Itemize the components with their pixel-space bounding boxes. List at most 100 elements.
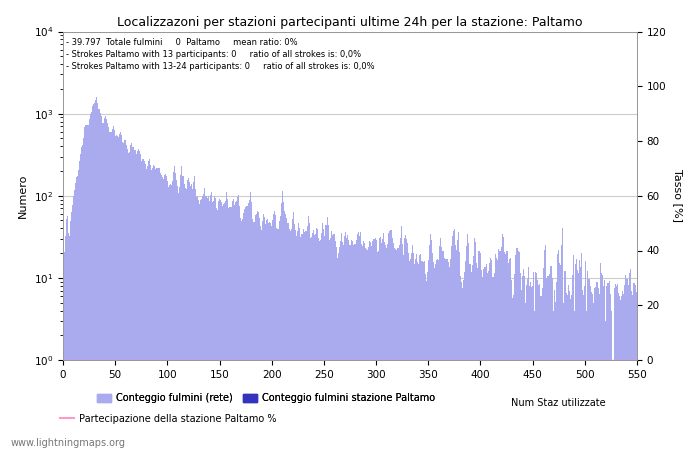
Bar [241,221,242,450]
Bar [510,258,511,450]
Bar [557,254,558,450]
Bar [627,279,628,450]
Bar [634,283,636,450]
Bar [206,198,207,450]
Bar [409,261,410,450]
Bar [533,272,534,450]
Bar [597,282,598,450]
Bar [509,259,510,450]
Bar [334,234,335,450]
Bar [127,149,128,450]
Bar [530,282,531,450]
Bar [258,212,259,450]
Bar [290,231,291,450]
Bar [449,260,451,450]
Bar [216,208,217,450]
Bar [219,198,220,450]
Bar [316,228,317,450]
Bar [459,252,460,450]
Bar [173,172,174,450]
Bar [498,251,500,450]
Bar [318,238,319,450]
Bar [377,252,378,450]
Bar [121,135,122,450]
Bar [92,104,94,450]
Bar [117,136,118,450]
Bar [228,208,230,450]
Bar [87,125,88,450]
Bar [326,217,328,450]
Bar [94,100,96,450]
Bar [141,161,142,450]
Bar [596,282,597,450]
Bar [239,206,240,450]
Bar [619,296,620,450]
Bar [186,189,187,450]
Bar [427,271,428,450]
Bar [193,182,194,450]
Bar [244,209,245,450]
Bar [156,168,158,450]
Bar [108,127,109,450]
Bar [147,166,148,450]
Bar [511,280,512,450]
Bar [392,238,393,450]
Bar [257,211,258,450]
Bar [439,246,440,450]
Bar [554,290,555,450]
Bar [99,109,100,450]
Bar [209,195,211,450]
Bar [612,360,613,450]
Bar [507,251,508,450]
Bar [384,242,385,450]
Bar [145,164,146,450]
Bar [611,311,612,450]
Bar [444,258,445,450]
Bar [146,169,147,450]
Bar [321,233,322,450]
Bar [285,214,286,450]
Bar [457,240,458,450]
Bar [94,103,95,450]
Bar [286,218,287,450]
Bar [400,226,402,450]
Bar [126,145,127,450]
Bar [405,235,406,450]
Bar [76,177,77,450]
Bar [386,248,387,450]
Bar [432,253,433,450]
Bar [568,291,570,450]
Bar [503,237,504,450]
Bar [574,310,575,450]
Bar [587,270,589,450]
Bar [177,186,178,450]
Bar [548,276,549,450]
Bar [69,236,70,450]
Bar [119,134,120,450]
Bar [385,245,386,450]
Bar [220,199,221,450]
Bar [562,228,564,450]
Bar [174,166,175,450]
Bar [378,251,379,450]
Bar [66,216,68,450]
Bar [451,246,452,450]
Bar [330,231,332,450]
Bar [130,145,132,450]
Bar [263,214,264,450]
Bar [310,238,311,450]
Bar [332,234,334,450]
Bar [540,296,542,450]
Bar [288,223,289,450]
Bar [222,206,223,450]
Bar [354,244,355,450]
Bar [240,217,241,450]
Bar [406,238,407,450]
Bar [123,143,124,450]
Bar [314,235,315,450]
Bar [398,245,400,450]
Bar [359,236,360,450]
Bar [293,212,294,450]
Bar [295,230,296,450]
Bar [620,300,621,450]
